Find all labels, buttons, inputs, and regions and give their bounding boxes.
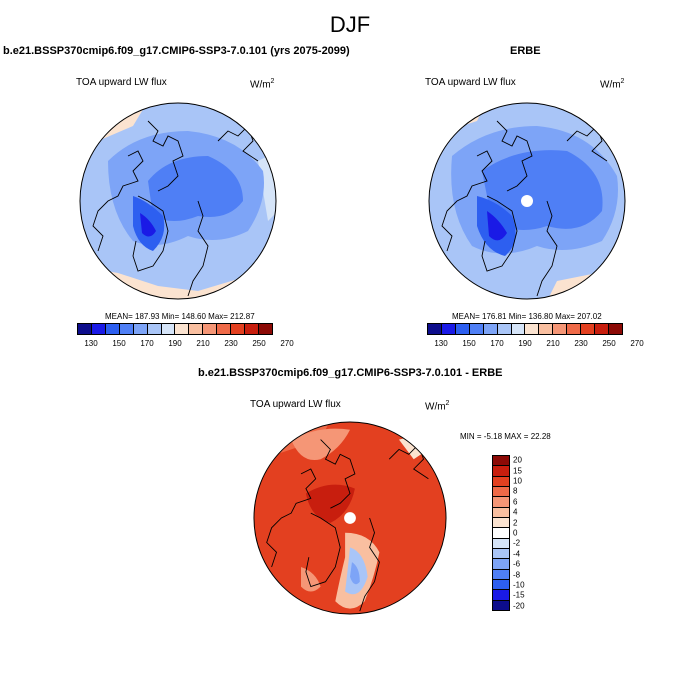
panel1-colorbar bbox=[77, 323, 273, 335]
colorbar-swatch bbox=[493, 497, 509, 508]
colorbar-swatch bbox=[525, 324, 540, 334]
colorbar-tick-label: 10 bbox=[513, 476, 522, 486]
colorbar-swatch bbox=[258, 324, 272, 334]
colorbar-swatch bbox=[493, 517, 509, 529]
colorbar-tick-label: -15 bbox=[513, 590, 525, 600]
colorbar-swatch bbox=[493, 486, 509, 498]
panel3-variable-label: TOA upward LW flux bbox=[250, 399, 341, 410]
panel2-colorbar-ticks: 130 150 170 190 210 230 250 270 bbox=[427, 339, 643, 351]
colorbar-swatch bbox=[119, 324, 134, 334]
colorbar-swatch bbox=[469, 324, 484, 334]
colorbar-swatch bbox=[245, 324, 259, 334]
colorbar-swatch bbox=[78, 324, 92, 334]
colorbar-swatch bbox=[497, 324, 512, 334]
colorbar-tick-label: 4 bbox=[513, 507, 518, 517]
panel2-colorbar bbox=[427, 323, 623, 335]
figure-title: DJF bbox=[329, 12, 371, 37]
colorbar-tick-label: 15 bbox=[513, 466, 522, 476]
panel1-colorbar-ticks: 130 150 170 190 210 230 250 270 bbox=[77, 339, 293, 351]
colorbar-tick-label: 2 bbox=[513, 518, 518, 528]
colorbar-swatch bbox=[511, 324, 526, 334]
panel1-stats: MEAN= 187.93 Min= 148.60 Max= 212.87 bbox=[105, 312, 255, 321]
panel1-polar-map bbox=[79, 102, 277, 300]
colorbar-swatch bbox=[493, 507, 509, 518]
colorbar-swatch bbox=[133, 324, 148, 334]
panel3-colorbar bbox=[492, 455, 510, 611]
colorbar-swatch bbox=[217, 324, 232, 334]
colorbar-swatch bbox=[493, 476, 509, 487]
colorbar-swatch bbox=[493, 569, 509, 580]
panel3-polar-map bbox=[253, 421, 447, 615]
colorbar-swatch bbox=[483, 324, 498, 334]
colorbar-tick-label: 150 bbox=[112, 339, 126, 348]
colorbar-swatch bbox=[455, 324, 470, 334]
colorbar-tick-label: 190 bbox=[168, 339, 182, 348]
colorbar-tick-label: -8 bbox=[513, 570, 521, 580]
colorbar-swatch bbox=[441, 324, 456, 334]
panel2-units: W/m2 bbox=[600, 78, 625, 91]
colorbar-swatch bbox=[493, 590, 509, 601]
panel2-stats: MEAN= 176.81 Min= 136.80 Max= 207.02 bbox=[452, 312, 602, 321]
colorbar-swatch bbox=[493, 559, 509, 570]
colorbar-swatch bbox=[539, 324, 554, 334]
colorbar-swatch bbox=[493, 528, 509, 539]
colorbar-tick-label: 250 bbox=[252, 339, 266, 348]
colorbar-tick-label: -10 bbox=[513, 580, 525, 590]
colorbar-swatch bbox=[175, 324, 190, 334]
colorbar-tick-label: 270 bbox=[630, 339, 644, 348]
panel3-title: b.e21.BSSP370cmip6.f09_g17.CMIP6-SSP3-7.… bbox=[198, 367, 503, 379]
panel1-variable-label: TOA upward LW flux bbox=[76, 77, 167, 88]
colorbar-swatch bbox=[203, 324, 218, 334]
colorbar-tick-label: 6 bbox=[513, 497, 518, 507]
colorbar-swatch bbox=[105, 324, 120, 334]
colorbar-swatch bbox=[608, 324, 622, 334]
colorbar-tick-label: 190 bbox=[518, 339, 532, 348]
colorbar-swatch bbox=[231, 324, 246, 334]
colorbar-tick-label: 20 bbox=[513, 455, 522, 465]
colorbar-tick-label: -6 bbox=[513, 559, 521, 569]
colorbar-tick-label: 170 bbox=[140, 339, 154, 348]
panel2-title: ERBE bbox=[510, 45, 541, 57]
colorbar-swatch bbox=[567, 324, 582, 334]
colorbar-swatch bbox=[493, 579, 509, 591]
colorbar-tick-label: 170 bbox=[490, 339, 504, 348]
colorbar-swatch bbox=[493, 538, 509, 549]
colorbar-tick-label: 130 bbox=[434, 339, 448, 348]
colorbar-tick-label: -20 bbox=[513, 601, 525, 611]
panel3-stats: MIN = -5.18 MAX = 22.28 bbox=[460, 432, 551, 441]
colorbar-swatch bbox=[91, 324, 106, 334]
colorbar-tick-label: 8 bbox=[513, 486, 518, 496]
panel1-title: b.e21.BSSP370cmip6.f09_g17.CMIP6-SSP3-7.… bbox=[3, 45, 350, 57]
colorbar-tick-label: 210 bbox=[546, 339, 560, 348]
panel2-variable-label: TOA upward LW flux bbox=[425, 77, 516, 88]
colorbar-swatch bbox=[161, 324, 176, 334]
colorbar-swatch bbox=[147, 324, 162, 334]
colorbar-swatch bbox=[581, 324, 596, 334]
colorbar-tick-label: 270 bbox=[280, 339, 294, 348]
colorbar-tick-label: -4 bbox=[513, 549, 521, 559]
colorbar-swatch bbox=[595, 324, 609, 334]
panel1-units: W/m2 bbox=[250, 78, 275, 91]
colorbar-swatch bbox=[493, 600, 509, 610]
colorbar-tick-label: 130 bbox=[84, 339, 98, 348]
colorbar-swatch bbox=[553, 324, 568, 334]
colorbar-swatch bbox=[493, 456, 509, 467]
colorbar-tick-label: 210 bbox=[196, 339, 210, 348]
colorbar-swatch bbox=[493, 548, 509, 560]
colorbar-swatch bbox=[493, 466, 509, 477]
panel2-polar-map bbox=[428, 102, 626, 300]
colorbar-tick-label: 250 bbox=[602, 339, 616, 348]
colorbar-swatch bbox=[189, 324, 204, 334]
colorbar-tick-label: 0 bbox=[513, 528, 518, 538]
colorbar-tick-label: 230 bbox=[224, 339, 238, 348]
panel3-colorbar-ticks: 20 15 10 8 6 4 2 0 -2 -4 -6 -8 -10 -15 -20 bbox=[513, 455, 543, 611]
colorbar-tick-label: 230 bbox=[574, 339, 588, 348]
panel3-units: W/m2 bbox=[425, 400, 450, 413]
colorbar-tick-label: 150 bbox=[462, 339, 476, 348]
colorbar-tick-label: -2 bbox=[513, 538, 521, 548]
colorbar-swatch bbox=[428, 324, 442, 334]
